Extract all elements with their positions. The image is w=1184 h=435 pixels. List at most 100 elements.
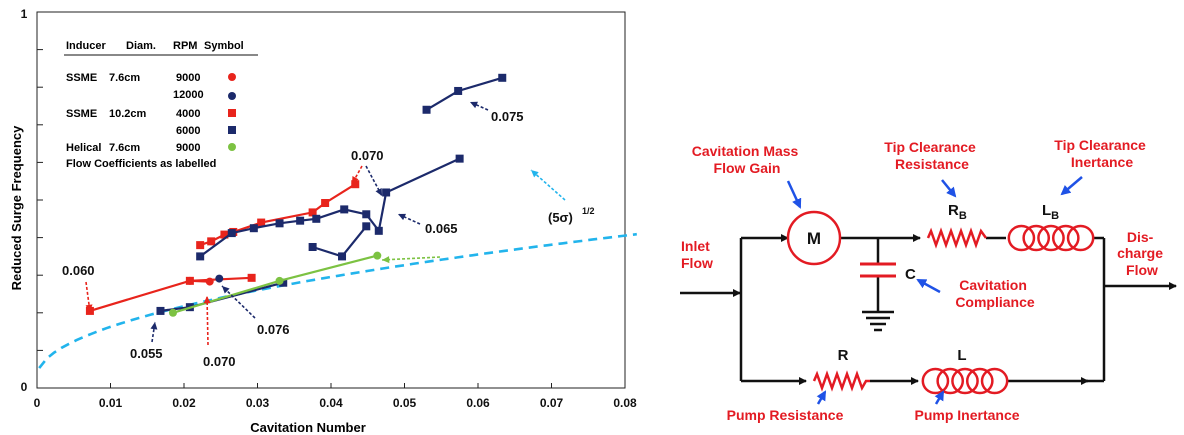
legend-header-rpm: RPM xyxy=(173,40,197,52)
data-point xyxy=(498,73,507,82)
series-line xyxy=(426,76,503,111)
data-point xyxy=(205,277,214,286)
chart-series-layer xyxy=(85,73,507,317)
mass-flow-gain-line2: Flow Gain xyxy=(714,160,781,176)
inductor-l-label: L xyxy=(957,347,966,364)
data-point xyxy=(312,214,321,223)
chart-ticks: 0 0.01 0.02 0.03 0.04 0.05 0.06 0.07 0.08 0 1 xyxy=(21,7,637,410)
data-point xyxy=(196,241,205,250)
y-axis-label: Reduced Surge Frequency xyxy=(9,125,24,290)
sqrt-5sigma-curve xyxy=(38,232,637,369)
tcr-line2: Resistance xyxy=(895,156,969,172)
legend-row2-rpm: 12000 xyxy=(173,89,204,101)
data-point xyxy=(196,252,205,261)
inductor-lb-label: LB xyxy=(1042,202,1059,222)
mass-flow-gain-line1: Cavitation Mass xyxy=(692,143,799,159)
curve-label-arrow xyxy=(530,169,566,201)
x-tick-label: 0.05 xyxy=(393,396,417,410)
legend-note: Flow Coefficients as labelled xyxy=(66,158,216,170)
arrow-to-rb xyxy=(941,179,957,198)
discharge-line1: Dis- xyxy=(1127,229,1154,245)
cc-line2: Compliance xyxy=(955,294,1035,310)
legend-row3-diam: 10.2cm xyxy=(109,108,147,120)
flow-coefficient-label: 0.065 xyxy=(425,221,458,236)
x-tick-label: 0.01 xyxy=(99,396,123,410)
chart-legend: Inducer Diam. RPM Symbol SSME 7.6cm 9000… xyxy=(64,40,258,170)
resistor-rb xyxy=(926,227,988,249)
data-point xyxy=(257,218,266,227)
tip-clearance-inertance-label: Tip Clearance Inertance xyxy=(1054,137,1149,170)
legend-row1-rpm: 9000 xyxy=(176,72,200,84)
data-point xyxy=(308,208,317,217)
inductor-l-loop xyxy=(936,367,965,395)
flow-coefficient-label: 0.055 xyxy=(130,346,163,361)
cavitation-compliance-label: Cavitation Compliance xyxy=(955,277,1035,310)
circuit-diagram: M C RB LB R L xyxy=(680,137,1177,423)
flow-coefficient-label: 0.070 xyxy=(351,148,384,163)
legend-row4-marker xyxy=(228,126,236,134)
tip-clearance-resistance-label: Tip Clearance Resistance xyxy=(884,139,979,172)
inductor-lb xyxy=(1007,224,1095,252)
flow-070-navy-arrow xyxy=(365,165,383,197)
annotation-arrow-head xyxy=(150,322,158,330)
m-circle xyxy=(786,210,842,266)
resistor-r-label: R xyxy=(838,347,849,364)
legend-row5-rpm: 9000 xyxy=(176,142,200,154)
data-point xyxy=(362,210,371,219)
arrow-to-m xyxy=(786,180,802,209)
legend-header-inducer: Inducer xyxy=(66,40,106,52)
legend-row5-diam: 7.6cm xyxy=(109,142,140,154)
curve-label-arrow-head xyxy=(531,170,539,178)
data-point xyxy=(220,230,229,239)
inductor-lb-loop xyxy=(1007,224,1036,252)
inductor-lb-loop xyxy=(1037,224,1065,252)
legend-row1-inducer: SSME xyxy=(66,72,97,84)
flow-coefficient-label: 0.070 xyxy=(203,354,236,369)
helical-flow-arrow-head xyxy=(382,256,390,264)
data-point xyxy=(455,154,464,163)
flow-coefficient-label: 0.075 xyxy=(491,109,524,124)
inlet-flow-label: Inlet Flow xyxy=(681,238,714,271)
resistor-rb-label: RB xyxy=(948,202,967,222)
cc-line1: Cavitation xyxy=(959,277,1027,293)
arrow-to-lb xyxy=(1060,176,1083,196)
pump-inertance-label: Pump Inertance xyxy=(914,407,1019,423)
data-point xyxy=(247,273,256,282)
series-line xyxy=(312,225,368,258)
x-axis-label: Cavitation Number xyxy=(250,420,366,435)
inductor-lb-sub: B xyxy=(1051,210,1059,222)
inductor-lb-letter: L xyxy=(1042,202,1051,219)
inductor-l-loop xyxy=(951,367,979,395)
annotation-arrow xyxy=(221,285,256,319)
annotation-arrow-head xyxy=(470,101,478,109)
annotation-arrow-head xyxy=(85,304,93,312)
data-point xyxy=(296,216,305,225)
data-point xyxy=(373,251,382,260)
discharge-line2: charge xyxy=(1117,245,1163,261)
inlet-flow-line1: Inlet xyxy=(681,238,710,254)
annotation-arrow xyxy=(206,295,209,346)
data-point xyxy=(215,274,224,283)
circuit-wires xyxy=(680,234,1177,385)
arrow-to-c xyxy=(916,278,941,294)
legend-row4-rpm: 6000 xyxy=(176,125,200,137)
inductor-lb-loop xyxy=(1066,224,1095,252)
data-point xyxy=(340,205,349,214)
flow-coefficient-label: 0.060 xyxy=(62,263,95,278)
resistor-r xyxy=(812,370,870,392)
inductor-lb-loop xyxy=(1022,224,1051,252)
inductor-lb-loop xyxy=(1051,224,1080,252)
y-tick-label: 0 xyxy=(21,380,28,394)
sqrt-curve-layer xyxy=(38,232,637,369)
x-tick-label: 0.03 xyxy=(246,396,270,410)
data-point xyxy=(249,224,258,233)
resistor-rb-letter: R xyxy=(948,202,959,219)
inductor-l-loop xyxy=(980,367,1009,395)
series-line xyxy=(199,157,461,258)
annotation-arrow-head xyxy=(398,213,406,221)
data-point xyxy=(454,86,463,95)
legend-header-diam: Diam. xyxy=(126,40,156,52)
discharge-line3: Flow xyxy=(1126,262,1158,278)
mass-flow-gain-label: Cavitation Mass Flow Gain xyxy=(692,143,802,176)
data-point xyxy=(275,219,284,228)
